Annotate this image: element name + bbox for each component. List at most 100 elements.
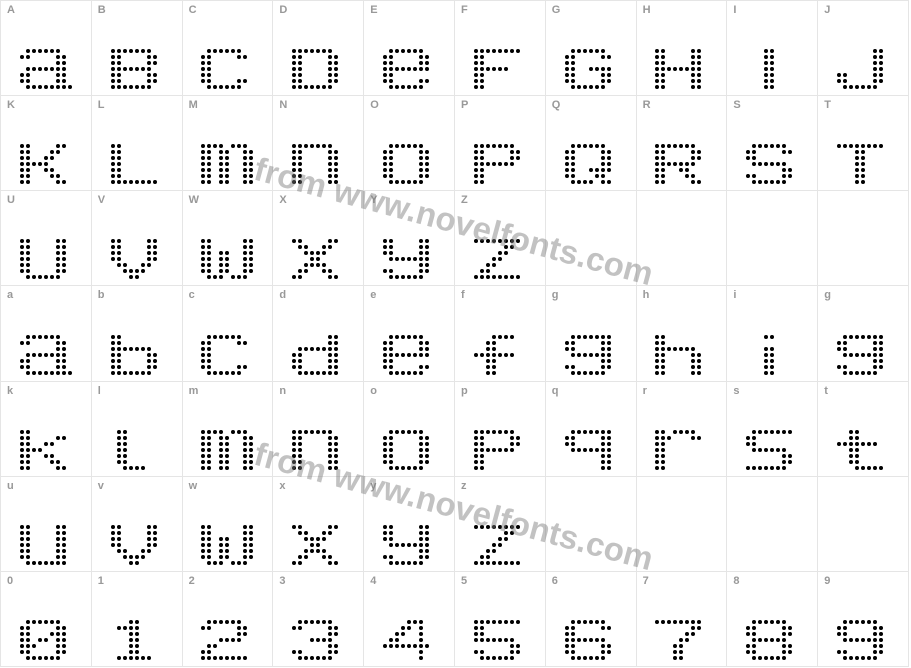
glyph-display: [281, 408, 355, 470]
glyph-display: [190, 408, 264, 470]
glyph-cell: [727, 191, 818, 286]
cell-label: p: [461, 386, 539, 397]
cell-label: 2: [189, 576, 267, 587]
glyph-display: [100, 122, 174, 184]
glyph-display: [281, 122, 355, 184]
glyph-cell: H: [637, 1, 728, 96]
glyph-cell: F: [455, 1, 546, 96]
glyph-cell: c: [183, 286, 274, 381]
glyph-display: [100, 598, 174, 660]
cell-label: V: [98, 195, 176, 206]
glyph-cell: m: [183, 382, 274, 477]
glyph-display: [554, 598, 628, 660]
glyph-cell: [727, 477, 818, 572]
glyph-display: [735, 122, 809, 184]
cell-label: y: [370, 481, 448, 492]
glyph-display: [100, 27, 174, 89]
glyph-display: [372, 122, 446, 184]
glyph-cell: 5: [455, 572, 546, 667]
glyph-display: [100, 503, 174, 565]
glyph-display: [100, 408, 174, 470]
glyph-display: [463, 313, 537, 375]
cell-label: i: [733, 290, 811, 301]
cell-label: J: [824, 5, 902, 16]
glyph-cell: M: [183, 96, 274, 191]
glyph-cell: L: [92, 96, 183, 191]
glyph-cell: q: [546, 382, 637, 477]
cell-label: 5: [461, 576, 539, 587]
glyph-cell: B: [92, 1, 183, 96]
glyph-cell: l: [92, 382, 183, 477]
glyph-cell: I: [727, 1, 818, 96]
glyph-display: [372, 503, 446, 565]
glyph-cell: z: [455, 477, 546, 572]
glyph-display: [9, 408, 83, 470]
glyph-cell: g: [546, 286, 637, 381]
glyph-cell: e: [364, 286, 455, 381]
glyph-display: [372, 217, 446, 279]
cell-label: Y: [370, 195, 448, 206]
glyph-cell: R: [637, 96, 728, 191]
glyph-display: [826, 598, 900, 660]
cell-label: m: [189, 386, 267, 397]
cell-label: G: [552, 5, 630, 16]
cell-label: s: [733, 386, 811, 397]
cell-label: 1: [98, 576, 176, 587]
glyph-cell: 1: [92, 572, 183, 667]
cell-label: h: [643, 290, 721, 301]
cell-label: 7: [643, 576, 721, 587]
glyph-display: [9, 313, 83, 375]
glyph-display: [463, 217, 537, 279]
cell-label: A: [7, 5, 85, 16]
cell-label: z: [461, 481, 539, 492]
glyph-cell: 6: [546, 572, 637, 667]
glyph-display: [9, 503, 83, 565]
glyph-cell: x: [273, 477, 364, 572]
glyph-display: [644, 27, 718, 89]
glyph-cell: O: [364, 96, 455, 191]
glyph-display: [826, 27, 900, 89]
cell-label: f: [461, 290, 539, 301]
glyph-cell: k: [1, 382, 92, 477]
glyph-cell: 3: [273, 572, 364, 667]
cell-label: t: [824, 386, 902, 397]
glyph-cell: 4: [364, 572, 455, 667]
glyph-cell: o: [364, 382, 455, 477]
glyph-display: [190, 598, 264, 660]
glyph-display: [554, 408, 628, 470]
glyph-display: [463, 598, 537, 660]
glyph-cell: i: [727, 286, 818, 381]
glyph-display: [190, 217, 264, 279]
glyph-cell: E: [364, 1, 455, 96]
cell-label: Q: [552, 100, 630, 111]
glyph-cell: C: [183, 1, 274, 96]
glyph-cell: w: [183, 477, 274, 572]
cell-label: R: [643, 100, 721, 111]
glyph-cell: s: [727, 382, 818, 477]
cell-label: O: [370, 100, 448, 111]
glyph-cell: f: [455, 286, 546, 381]
glyph-display: [281, 598, 355, 660]
cell-label: b: [98, 290, 176, 301]
cell-label: B: [98, 5, 176, 16]
cell-label: 6: [552, 576, 630, 587]
glyph-cell: v: [92, 477, 183, 572]
glyph-cell: [818, 191, 909, 286]
cell-label: M: [189, 100, 267, 111]
glyph-display: [463, 503, 537, 565]
glyph-cell: [637, 191, 728, 286]
cell-label: w: [189, 481, 267, 492]
cell-label: a: [7, 290, 85, 301]
glyph-cell: N: [273, 96, 364, 191]
glyph-cell: T: [818, 96, 909, 191]
glyph-cell: [818, 477, 909, 572]
cell-label: g: [824, 290, 902, 301]
cell-label: W: [189, 195, 267, 206]
cell-label: X: [279, 195, 357, 206]
glyph-cell: 7: [637, 572, 728, 667]
glyph-display: [100, 313, 174, 375]
cell-label: r: [643, 386, 721, 397]
glyph-display: [826, 313, 900, 375]
glyph-cell: 0: [1, 572, 92, 667]
cell-label: v: [98, 481, 176, 492]
